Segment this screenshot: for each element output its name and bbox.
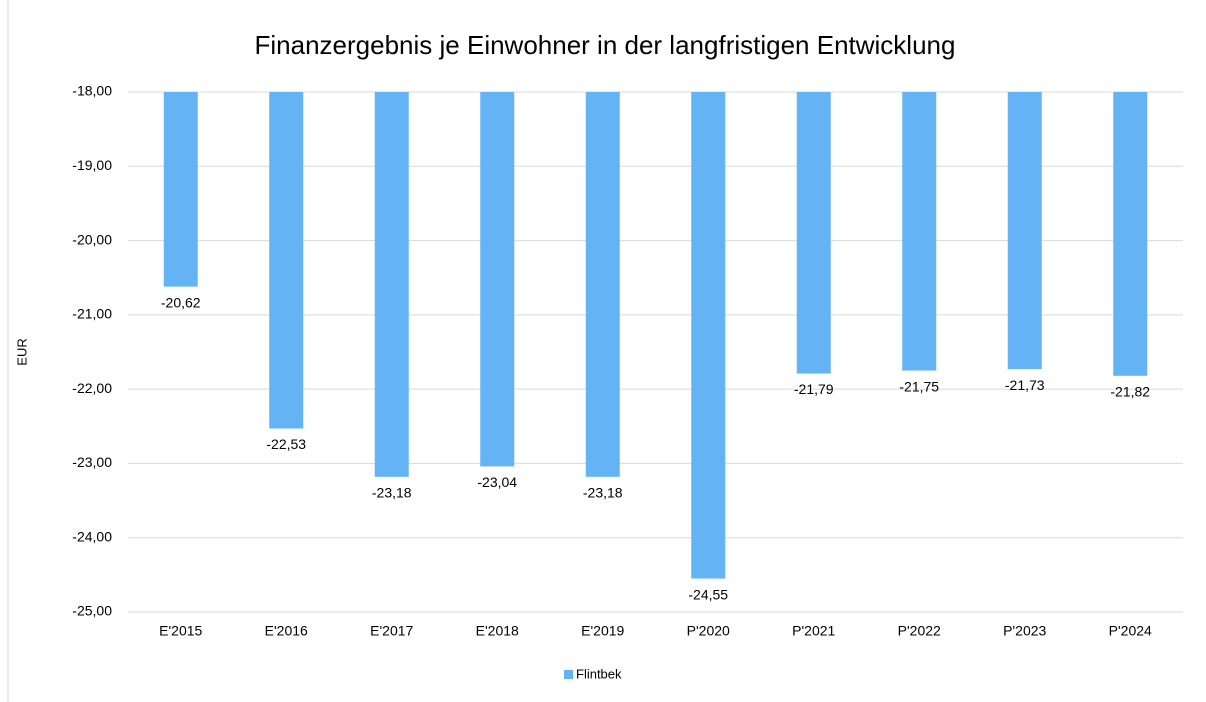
x-tick-label: P'2021 (792, 623, 835, 639)
y-tick-label: -23,00 (72, 454, 112, 470)
y-tick-label: -22,00 (72, 380, 112, 396)
y-tick-label: -20,00 (72, 231, 112, 247)
x-tick-label: E'2017 (370, 623, 413, 639)
bar (1113, 92, 1148, 376)
data-label: -23,18 (583, 485, 623, 501)
bar (902, 92, 937, 371)
data-label: -20,62 (161, 294, 201, 310)
bar (796, 92, 831, 374)
y-tick-label: -25,00 (72, 603, 112, 619)
y-tick-label: -24,00 (72, 528, 112, 544)
bar (585, 92, 620, 477)
y-tick-label: -19,00 (72, 157, 112, 173)
bar (269, 92, 304, 429)
data-label: -21,73 (1005, 377, 1045, 393)
data-label: -24,55 (688, 586, 728, 602)
bar (374, 92, 409, 477)
chart-title: Finanzergebnis je Einwohner in der langf… (255, 30, 956, 60)
x-tick-label: P'2020 (687, 623, 730, 639)
x-tick-label: P'2022 (898, 623, 941, 639)
x-tick-label: E'2016 (265, 623, 308, 639)
y-tick-label: -18,00 (72, 83, 112, 99)
x-tick-label: P'2024 (1109, 623, 1152, 639)
x-tick-label: E'2015 (159, 623, 202, 639)
data-label: -21,79 (794, 381, 834, 397)
y-tick-label: -21,00 (72, 306, 112, 322)
data-label: -23,18 (372, 485, 412, 501)
legend-label: Flintbek (576, 666, 622, 681)
data-label: -21,75 (899, 378, 939, 394)
x-tick-label: P'2023 (1003, 623, 1046, 639)
bar (480, 92, 515, 467)
data-label: -21,82 (1110, 383, 1150, 399)
bar (163, 92, 198, 287)
bar (691, 92, 726, 579)
x-tick-label: E'2018 (476, 623, 519, 639)
legend-swatch (564, 670, 573, 679)
data-label: -23,04 (477, 474, 517, 490)
x-tick-label: E'2019 (581, 623, 624, 639)
data-label: -22,53 (266, 436, 306, 452)
y-axis-label: EUR (14, 338, 29, 365)
bar (1007, 92, 1042, 370)
